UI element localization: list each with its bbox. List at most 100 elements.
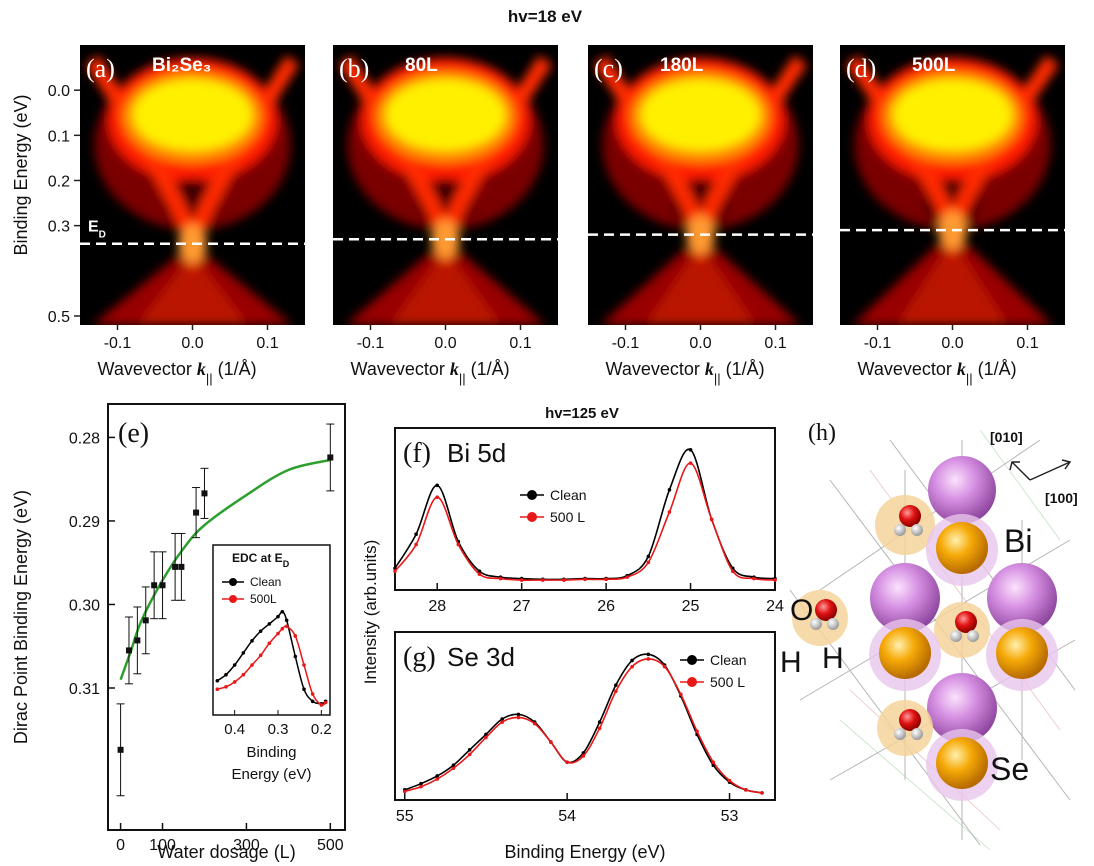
spectrum-point: [452, 766, 456, 770]
x-tick-label: -0.1: [357, 335, 385, 352]
x-tick-label: 0.1: [1016, 335, 1038, 352]
spectrum-point: [414, 543, 418, 547]
spectrum-point: [435, 495, 439, 499]
legend-marker: [687, 677, 697, 687]
spectrum-point: [695, 730, 699, 734]
x-tick-label: 0.0: [689, 335, 711, 352]
atom-label: Se: [990, 751, 1029, 787]
inset-frame: [213, 545, 330, 715]
edc-point: [233, 663, 237, 667]
edc-point: [276, 632, 280, 636]
edc-point: [285, 625, 289, 629]
y-tick-label: 0.1: [48, 128, 70, 145]
spectrum-point: [500, 717, 504, 721]
spectrum-point: [647, 653, 651, 657]
x-axis-label: Wavevector k|| (1/Å): [351, 359, 510, 386]
sample-label: 80L: [405, 55, 438, 76]
figure: hv=18 eV: [0, 0, 1094, 866]
spectrum-point: [625, 575, 629, 579]
spectrum-point: [731, 569, 735, 573]
sample-label: Bi₂Se₃: [152, 55, 211, 76]
x-axis-label: Wavevector k|| (1/Å): [858, 359, 1017, 386]
x-tick-label: 55: [396, 808, 414, 825]
x-tick-label: 0.1: [764, 335, 786, 352]
spectrum-curve: [405, 659, 762, 793]
spectrum-point: [565, 760, 569, 764]
x-tick-label: 0.0: [181, 335, 203, 352]
sample-label: 500L: [912, 55, 956, 76]
legend-label: 500 L: [710, 674, 745, 690]
y-axis-label: Intensity (arb.units): [361, 540, 380, 685]
edc-point: [224, 685, 228, 689]
x-axis-label-part: ||: [459, 371, 466, 386]
chart-title: hv=125 eV: [545, 405, 619, 422]
legend-marker: [229, 595, 237, 603]
x-tick-label: 54: [558, 808, 576, 825]
x-tick-label: 0.4: [224, 721, 245, 738]
inset-x-axis-label: Energy (eV): [231, 766, 311, 783]
x-axis-label-part: Wavevector: [98, 359, 197, 379]
spectrum-point: [435, 774, 439, 778]
x-tick-label: 0.0: [434, 335, 456, 352]
edc-point: [285, 618, 289, 622]
spectrum-point: [668, 510, 672, 514]
edc-point: [302, 663, 306, 667]
spectrum-point: [744, 788, 748, 792]
spectrum-point: [468, 748, 472, 752]
spectrum-point: [711, 760, 715, 764]
y-tick-label: 0.2: [48, 173, 70, 190]
spectrum-point: [728, 779, 732, 783]
x-axis-label-part: Wavevector: [858, 359, 957, 379]
spectrum-label: Se 3d: [447, 642, 515, 672]
atom-label: Bi: [1004, 523, 1032, 559]
spectrum-label: Bi 5d: [447, 438, 506, 468]
x-tick-label: 24: [766, 598, 784, 615]
structure-diagram: [790, 430, 1075, 850]
atom-label: H: [822, 642, 844, 675]
atom-label: O: [790, 594, 813, 627]
edc-point: [216, 687, 220, 691]
conduction-band: [133, 79, 253, 151]
spectrum-curve: [405, 654, 762, 793]
direction-label: [100]: [1045, 490, 1078, 506]
edc-point: [268, 641, 272, 645]
x-axis-label-part: (1/Å): [721, 359, 765, 379]
spectrum-point: [710, 518, 714, 522]
edc-point: [320, 703, 324, 707]
spectrum-point: [598, 720, 602, 724]
spectrum-point: [520, 578, 524, 582]
spectrum-point: [773, 578, 777, 582]
data-point: [172, 564, 178, 570]
y-tick-label: 0.0: [48, 83, 70, 100]
edc-point: [276, 615, 280, 619]
x-tick-label: 0.1: [509, 335, 531, 352]
spectrum-point: [562, 578, 566, 582]
data-point: [193, 510, 199, 516]
spectrum-point: [679, 693, 683, 697]
spectrum-point: [499, 577, 503, 581]
edc-point: [216, 679, 220, 683]
legend-marker: [527, 512, 537, 522]
data-point: [118, 747, 124, 753]
dirac-label-part: D: [99, 229, 106, 240]
spectrum-point: [630, 665, 634, 669]
spectrum-point: [668, 488, 672, 492]
panel-label: (g): [403, 642, 436, 673]
spectrum-point: [614, 689, 618, 693]
data-point: [160, 582, 166, 588]
x-axis-label-part: (1/Å): [213, 359, 257, 379]
x-axis-label-part: k: [705, 359, 714, 379]
edc-point: [233, 680, 237, 684]
spectrum-point: [419, 785, 423, 789]
direction-label: [010]: [990, 429, 1023, 445]
x-axis-label-part: ||: [714, 371, 721, 386]
spectrum-point: [533, 722, 537, 726]
spectrum-point: [478, 572, 482, 576]
panel-label: (b): [339, 54, 369, 83]
panel-label: (f): [403, 438, 431, 469]
conduction-band: [641, 79, 761, 151]
x-tick-label: 27: [513, 598, 531, 615]
legend-label: Clean: [550, 487, 587, 503]
panel-label: (d): [846, 54, 876, 83]
spectrum-point: [647, 555, 651, 559]
